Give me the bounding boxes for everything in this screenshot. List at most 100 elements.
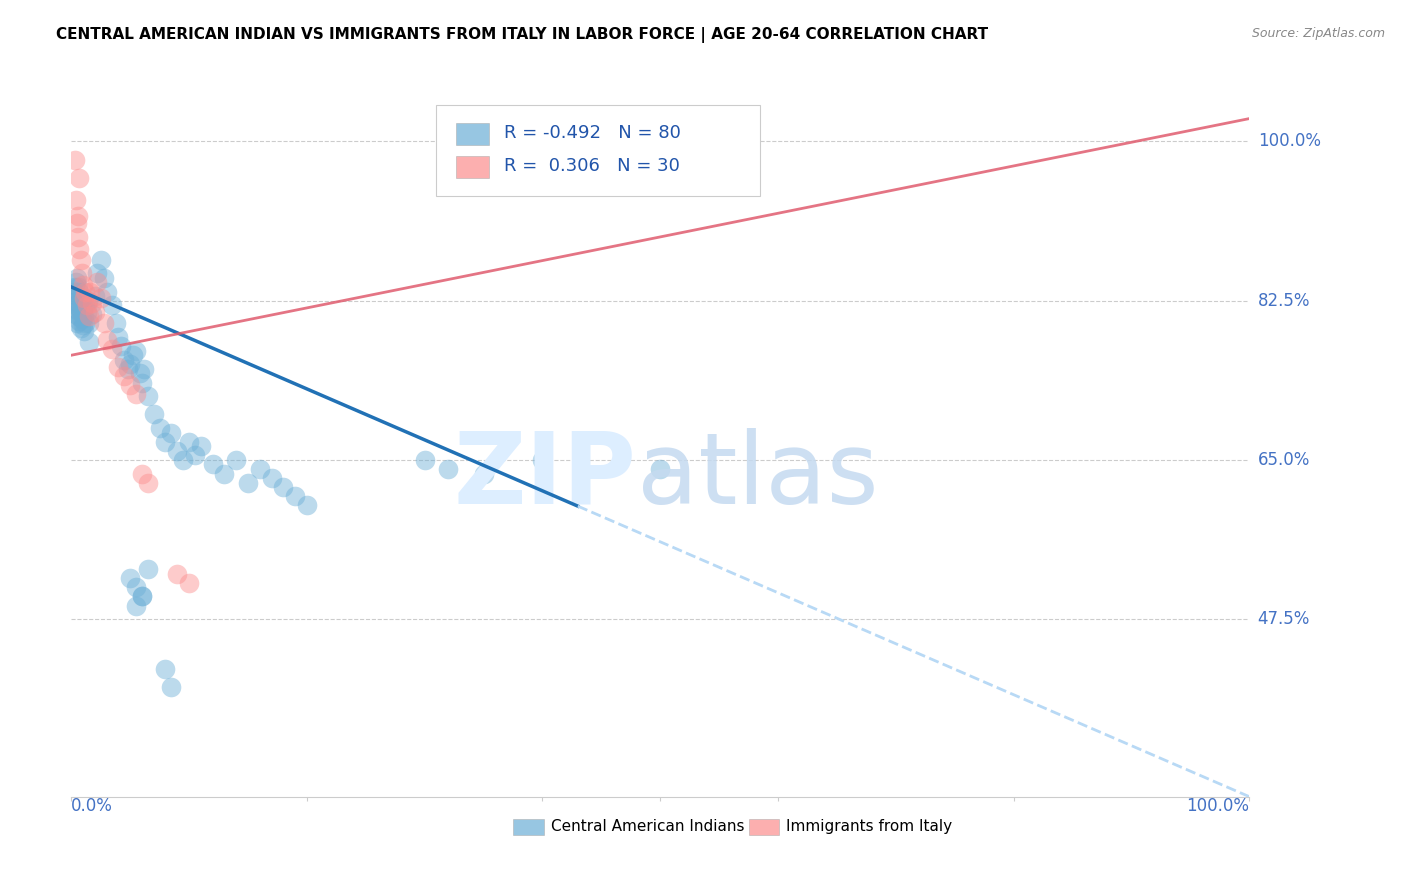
Point bbox=[249, 462, 271, 476]
Text: 100.0%: 100.0% bbox=[1187, 797, 1250, 814]
Point bbox=[271, 480, 294, 494]
Point bbox=[107, 360, 129, 375]
Point bbox=[155, 662, 177, 676]
Point bbox=[131, 467, 153, 481]
Point bbox=[160, 425, 183, 440]
Point bbox=[121, 348, 143, 362]
Point bbox=[101, 298, 124, 312]
Text: Central American Indians: Central American Indians bbox=[551, 819, 744, 834]
Text: 65.0%: 65.0% bbox=[1258, 451, 1310, 469]
Point bbox=[131, 376, 153, 390]
Point bbox=[107, 330, 129, 344]
FancyBboxPatch shape bbox=[748, 819, 779, 835]
Point bbox=[73, 324, 96, 338]
Point bbox=[93, 317, 115, 331]
Point bbox=[69, 242, 91, 256]
Point bbox=[201, 458, 224, 472]
Point bbox=[101, 342, 124, 356]
Point bbox=[413, 453, 436, 467]
Point bbox=[190, 439, 212, 453]
Point bbox=[70, 296, 93, 310]
Point bbox=[160, 681, 183, 695]
Text: 100.0%: 100.0% bbox=[1258, 132, 1320, 151]
Text: Source: ZipAtlas.com: Source: ZipAtlas.com bbox=[1251, 27, 1385, 40]
Point bbox=[82, 296, 104, 310]
Point bbox=[86, 276, 108, 290]
Point bbox=[79, 285, 101, 299]
Point bbox=[90, 252, 112, 267]
Point bbox=[437, 462, 460, 476]
Point bbox=[136, 475, 159, 490]
Point bbox=[76, 298, 98, 312]
FancyBboxPatch shape bbox=[457, 156, 489, 178]
Point bbox=[63, 280, 86, 294]
Point bbox=[142, 408, 165, 422]
Point bbox=[67, 296, 90, 310]
Text: atlas: atlas bbox=[637, 428, 879, 524]
Point bbox=[166, 566, 188, 581]
Point bbox=[66, 271, 89, 285]
Point bbox=[125, 599, 148, 613]
FancyBboxPatch shape bbox=[436, 105, 761, 196]
Point bbox=[120, 378, 142, 392]
Point bbox=[155, 434, 177, 449]
Point bbox=[236, 475, 259, 490]
Point bbox=[295, 499, 318, 513]
Point bbox=[112, 369, 135, 384]
Point bbox=[66, 317, 89, 331]
Point bbox=[136, 389, 159, 403]
Point bbox=[72, 302, 94, 317]
Point bbox=[90, 291, 112, 305]
Point bbox=[69, 313, 91, 327]
Point bbox=[120, 571, 142, 585]
Point bbox=[70, 311, 93, 326]
Point bbox=[184, 448, 207, 462]
Point bbox=[214, 467, 236, 481]
Point bbox=[86, 266, 108, 280]
Text: 82.5%: 82.5% bbox=[1258, 292, 1310, 310]
Point bbox=[284, 489, 307, 503]
Point bbox=[472, 467, 495, 481]
Point bbox=[75, 298, 97, 312]
Point bbox=[149, 421, 172, 435]
Text: 47.5%: 47.5% bbox=[1258, 610, 1310, 628]
Point bbox=[73, 291, 96, 305]
Point bbox=[72, 278, 94, 293]
Point bbox=[67, 309, 90, 323]
Point bbox=[75, 285, 97, 299]
Point bbox=[125, 343, 148, 358]
Point bbox=[62, 285, 84, 299]
Point bbox=[77, 334, 100, 349]
Point bbox=[96, 333, 118, 347]
Point bbox=[65, 276, 87, 290]
Point bbox=[177, 434, 200, 449]
Point bbox=[172, 453, 194, 467]
Point bbox=[70, 266, 93, 280]
Point bbox=[72, 318, 94, 333]
Point bbox=[105, 317, 128, 331]
Point bbox=[69, 291, 91, 305]
Point bbox=[73, 309, 96, 323]
Point bbox=[69, 321, 91, 335]
Point bbox=[82, 307, 104, 321]
Point bbox=[131, 590, 153, 604]
Point bbox=[131, 590, 153, 604]
Point bbox=[75, 317, 97, 331]
Text: R =  0.306   N = 30: R = 0.306 N = 30 bbox=[503, 157, 679, 175]
Point bbox=[650, 462, 672, 476]
Point bbox=[83, 289, 105, 303]
Point bbox=[65, 194, 87, 208]
Point bbox=[110, 339, 132, 353]
Point bbox=[69, 170, 91, 185]
Point bbox=[125, 387, 148, 401]
Point bbox=[77, 317, 100, 331]
Point bbox=[117, 362, 139, 376]
Point bbox=[65, 293, 87, 308]
Point bbox=[83, 305, 105, 319]
Point bbox=[166, 443, 188, 458]
Point bbox=[531, 453, 554, 467]
Point bbox=[112, 352, 135, 367]
Text: 0.0%: 0.0% bbox=[72, 797, 112, 814]
Point bbox=[134, 362, 156, 376]
Point bbox=[76, 293, 98, 308]
